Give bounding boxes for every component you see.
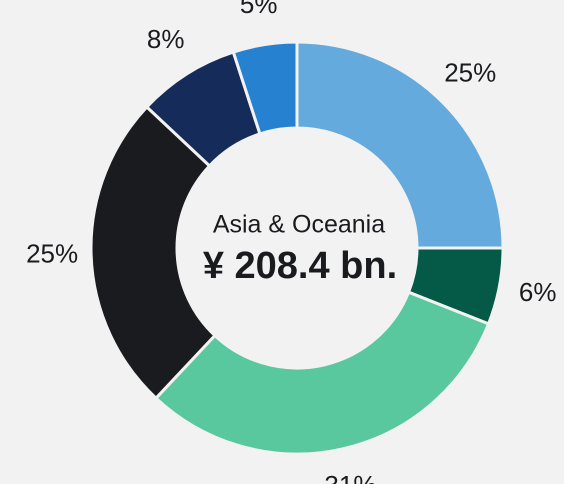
donut-segment: [89, 104, 217, 401]
segment-label: 25%: [444, 58, 496, 88]
segment-label: 25%: [26, 239, 78, 269]
segment-label: 8%: [147, 24, 185, 54]
segment-label: 5%: [240, 0, 278, 19]
center-value: ¥ 208.4 bn.: [203, 245, 397, 287]
donut-segment: [153, 290, 491, 456]
donut-segment: [295, 40, 505, 250]
segment-label: 31%: [324, 470, 376, 484]
segment-label: 6%: [519, 277, 557, 307]
center-title: Asia & Oceania: [213, 211, 385, 239]
donut-segment: [231, 40, 299, 136]
